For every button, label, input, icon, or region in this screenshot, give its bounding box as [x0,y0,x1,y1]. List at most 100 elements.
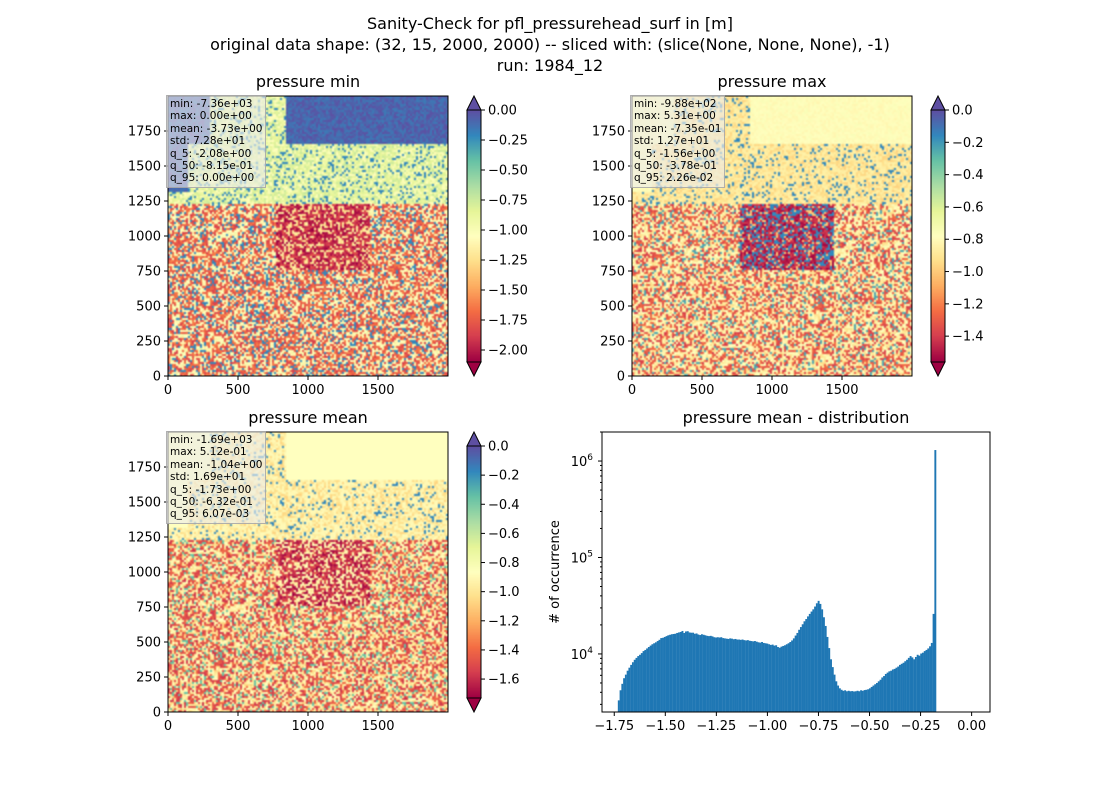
x-tick-label: 1500 [361,383,394,398]
histogram-bar [679,631,682,712]
histogram-bar [840,689,843,712]
figure-title-line-1: Sanity-Check for pfl_pressurehead_surf i… [367,14,733,33]
histogram-bar [865,689,868,712]
histogram-bar [844,690,847,712]
colorbar-tick-label: −0.4 [952,168,984,183]
histogram-bar [630,664,633,712]
histogram-bar [879,679,882,712]
colorbar-tick-label: −0.2 [952,136,984,151]
histogram-bar [821,609,824,712]
x-tick-label: 0 [628,383,636,398]
histogram-bar [683,632,686,712]
stat-line: mean: -1.04e+00 [170,458,263,471]
histogram-bar [876,682,878,712]
y-tick-label: 750 [136,601,161,616]
histogram-bar [697,634,700,712]
y-tick-label: 1250 [128,195,161,210]
histogram-bar [761,641,763,712]
histogram-bar [920,653,923,712]
x-tick-label: 0 [164,383,172,398]
histogram-bar [934,450,937,712]
histogram-bar [927,648,930,712]
histogram-bar [791,640,794,712]
histogram-bar [801,624,804,712]
histogram-bar [807,616,809,712]
histogram-bar [642,651,645,712]
histogram-bar [617,700,620,712]
x-tick-label: 500 [226,383,251,398]
histogram-bar [759,642,762,712]
histogram-bar [923,651,926,712]
colorbar-tick-label: −1.2 [488,614,520,629]
heatmap-max: 0 500 1000 1500 0 250 500 750 1000 1250 1500 1750 [592,95,913,398]
x-tick-label: 1000 [291,383,324,398]
histogram-bar [755,641,758,712]
histogram-bar [656,641,659,712]
colorbar-extend-max [466,94,482,111]
colorbar-tick-label: 0.0 [488,440,509,455]
stat-line: q_50: -6.32e-01 [170,496,253,509]
histogram-bar [746,640,749,712]
histogram-bar [686,631,689,712]
y-tick-label: 1250 [128,531,161,546]
histogram-bar [769,644,772,712]
histogram-bar [906,659,909,712]
histogram-bar [651,644,654,712]
colorbar-tick-label: −0.75 [488,194,528,209]
histogram-bar [828,648,831,712]
colorbar-mean: 0.0 −0.2 −0.4 −0.6 −0.8 −1.0 −1.2 −1.4 −1.6 [466,430,520,714]
y-tick-label: 1750 [128,461,161,476]
histogram-bar [817,600,820,712]
histogram-bar [762,642,765,712]
histogram-bar [838,688,841,712]
histogram-bar [929,646,931,712]
y-tick-label: 0 [153,706,161,721]
colorbar-tick-label: −1.4 [952,330,984,345]
histogram-bar [635,657,638,712]
histogram-bar [858,691,861,712]
y-tick-label: 1000 [128,566,161,581]
stat-line: std: 1.27e+01 [634,135,710,148]
colorbar-tick-label: −1.0 [488,585,520,600]
x-tick-label: −1.50 [645,719,685,734]
colorbar-tick-label: −1.0 [952,265,984,280]
x-tick-label: 1000 [291,719,324,734]
y-tick-label: 500 [600,300,625,315]
histogram-bar [881,677,884,712]
histogram-bar [884,673,887,712]
histogram-bar [796,632,799,712]
figure-title-line-2: original data shape: (32, 15, 2000, 2000… [210,35,890,54]
histogram-bar [787,643,790,712]
histogram-bar [877,681,880,712]
histogram-bar [837,685,840,712]
x-tick-label: 500 [226,719,251,734]
histogram-bar [789,641,792,712]
histogram-bar [731,638,733,712]
histogram-bar [631,662,634,712]
histogram-bar [716,637,719,712]
histogram-bar [647,646,650,712]
histogram-bar [890,670,893,712]
stat-line: max: 0.00e+00 [170,110,252,123]
y-tick-label: 500 [136,636,161,651]
histogram-bar [895,667,898,712]
stat-line: q_5: -1.56e+00 [634,147,716,160]
stat-line: q_50: -8.15e-01 [170,160,253,173]
y-tick-label: 1500 [128,160,161,175]
x-tick-label: 0 [164,719,172,734]
y-tick-label: 1500 [592,160,625,175]
histogram-bar [922,652,924,712]
histogram-bar [623,678,626,712]
histogram-bar [718,637,721,712]
histogram-bar [727,638,730,712]
colorbar-tick-label: −0.25 [488,134,528,149]
histogram-bar [734,638,737,712]
histogram-bar [748,640,751,712]
histogram-bar [831,667,834,712]
histogram-bar [640,653,643,712]
histogram-bar [639,654,641,712]
histogram: −1.75 −1.50 −1.25 −1.00 −0.75 −0.50 −0.25 0.00 1… [548,431,991,734]
panel-title-distribution: pressure mean - distribution [682,408,910,427]
colorbar-tick-label: −1.00 [488,224,528,239]
colorbar-tick-label: −1.6 [488,673,520,688]
